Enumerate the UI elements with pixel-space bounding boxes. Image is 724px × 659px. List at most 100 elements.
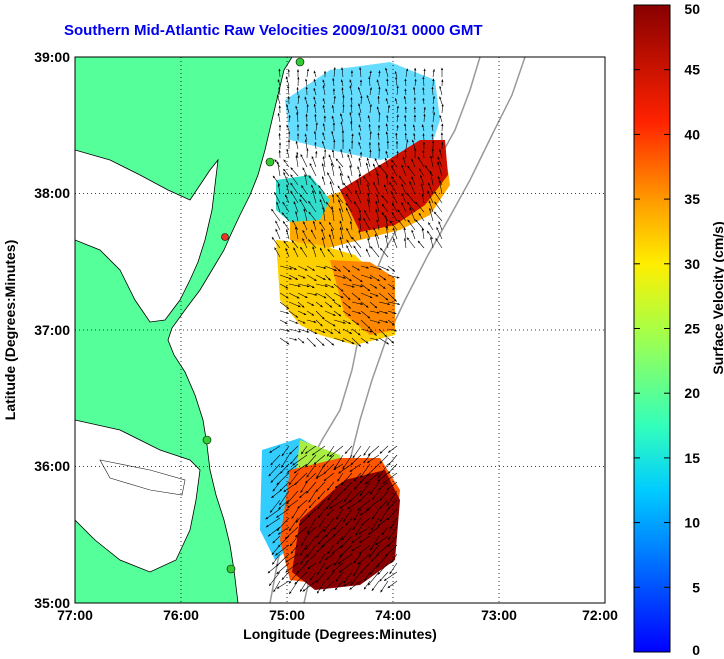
vector-arrow (290, 174, 299, 186)
vector-arrow (314, 113, 317, 123)
vector-arrow (321, 163, 326, 177)
vector-arrow (436, 227, 443, 240)
vector-arrow (322, 132, 326, 141)
vector-arrow (327, 544, 335, 555)
vector-arrow (430, 236, 434, 249)
vector-arrow (315, 122, 318, 132)
vector-arrow (356, 180, 362, 195)
vector-arrow (336, 194, 344, 204)
vector-arrow (365, 248, 371, 258)
vector-arrow (351, 236, 362, 249)
vector-arrow (405, 139, 409, 150)
pamlico-sound (75, 419, 201, 573)
vector-arrow (338, 165, 344, 177)
vector-arrow (327, 172, 335, 186)
map-title: Southern Mid-Atlantic Raw Velocities 200… (64, 22, 483, 39)
vector-arrow (324, 319, 336, 327)
vector-arrow (290, 167, 299, 177)
vector-arrow (323, 472, 335, 482)
vector-arrow (369, 265, 382, 271)
colorbar-tick-label: 0 (692, 642, 700, 658)
vector-arrow (357, 553, 371, 565)
vector-arrow (395, 132, 398, 141)
vector-arrow (385, 150, 389, 159)
vector-arrow (432, 78, 435, 87)
vector-arrow (286, 463, 299, 473)
vector-arrow (398, 175, 407, 186)
vector-arrow (347, 154, 353, 168)
vector-arrow (421, 228, 425, 240)
vector-arrow (381, 195, 389, 204)
vector-arrow (403, 96, 407, 105)
vector-arrow (359, 67, 362, 78)
vector-arrow (349, 463, 362, 472)
vector-arrow (329, 445, 344, 458)
vector-arrow (294, 571, 308, 585)
vector-arrow (411, 176, 416, 186)
vector-arrow (299, 194, 308, 204)
vector-arrow (378, 164, 389, 177)
vector-arrow (272, 175, 281, 186)
vector-arrow (342, 104, 345, 114)
vector-arrow (428, 208, 434, 222)
vector-arrow (391, 202, 398, 213)
vector-arrow (381, 203, 389, 213)
vector-arrow (324, 283, 335, 288)
vector-arrow (373, 227, 380, 240)
vector-arrow (308, 490, 317, 503)
vector-arrow (368, 544, 380, 558)
station-marker (202, 435, 212, 445)
vector-arrow (403, 238, 407, 249)
vector-arrow (376, 194, 380, 204)
vector-arrow (287, 85, 290, 96)
vector-arrow (329, 499, 344, 509)
vector-arrow (333, 274, 346, 279)
vector-arrow (366, 198, 371, 213)
vector-arrow (291, 508, 299, 519)
vector-arrow (297, 337, 305, 344)
vector-arrow (342, 337, 355, 345)
vector-arrow (377, 463, 389, 479)
vector-arrow (407, 219, 416, 231)
vector-arrow (300, 535, 308, 547)
vector-arrow (319, 247, 326, 258)
vector-arrow (287, 499, 299, 509)
vector-arrow (310, 571, 317, 581)
vector-arrow (413, 133, 416, 141)
vector-arrow (349, 79, 353, 87)
vector-arrow (404, 88, 407, 96)
vector-arrow (283, 168, 290, 177)
vector-arrow (360, 301, 369, 308)
vector-arrow (295, 141, 299, 150)
vector-arrow (342, 292, 351, 301)
vector-arrow (390, 165, 398, 177)
vector-arrow (350, 121, 353, 132)
x-tick-label: 73:00 (481, 607, 517, 623)
vector-arrow (276, 161, 281, 177)
vector-arrow (385, 123, 389, 132)
vector-arrow (421, 193, 425, 204)
vector-arrow (339, 227, 344, 240)
vector-arrow (283, 159, 290, 168)
vector-arrow (343, 571, 353, 584)
vector-arrow (358, 124, 362, 132)
vector-arrow (303, 221, 308, 231)
colorbar-tick-label: 45 (684, 62, 700, 78)
vector-arrow (378, 337, 390, 345)
vector-arrow (285, 229, 290, 240)
vector-arrow (385, 225, 389, 240)
vector-arrow (297, 310, 307, 316)
vector-arrow (305, 472, 317, 484)
vector-arrow (315, 337, 325, 347)
vector-arrow (340, 79, 344, 87)
vector-arrow (303, 208, 308, 222)
vector-arrow (288, 445, 299, 455)
vector-arrow (297, 283, 310, 288)
vector-arrow (353, 553, 362, 564)
vector-arrow (268, 463, 281, 477)
vector-arrow (331, 206, 335, 222)
vector-arrow (271, 553, 281, 565)
vector-arrow (307, 508, 317, 518)
vector-arrow (283, 240, 290, 249)
vector-arrow (405, 68, 409, 78)
